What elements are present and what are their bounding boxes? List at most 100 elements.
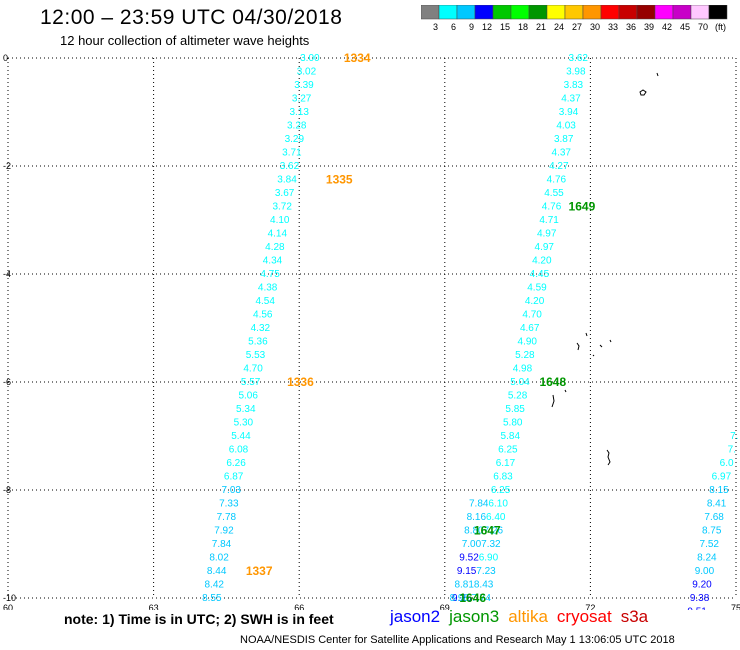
- wave-height-value: 4.27: [549, 161, 569, 172]
- wave-height-value: 8.80: [464, 526, 484, 537]
- wave-height-value: 3.02: [297, 67, 317, 78]
- satellite-pass: 1337: [246, 564, 273, 578]
- wave-height-value: 3.87: [554, 134, 574, 145]
- lon-tick-label: 60: [3, 603, 13, 610]
- color-scale-label: 24: [554, 22, 564, 32]
- wave-height-value: 4.71: [539, 215, 559, 226]
- page-subtitle: 12 hour collection of altimeter wave hei…: [60, 33, 310, 48]
- lon-tick-label: 63: [149, 603, 159, 610]
- wave-height-value: 4.10: [270, 215, 290, 226]
- wave-height-value: 5.30: [234, 418, 254, 429]
- wave-height-value: 9.20: [692, 580, 712, 591]
- color-scale-label: 42: [662, 22, 672, 32]
- satellite-pass: 6.25 6.17 6.83 6.25 6.10 6.40 7.26 7.32 6.90 7.23…: [471, 375, 566, 604]
- wave-height-value: 3.27: [292, 94, 312, 105]
- wave-height-value: 6.25: [498, 445, 518, 456]
- satellite-pass: 3.62 3.98 3.83 4.37 3.94 4.03 3.87 4.37 4.27 4.76…: [501, 53, 596, 442]
- wave-height-value: 5.28: [508, 391, 528, 402]
- pass-time-label: 1647: [474, 524, 501, 538]
- wave-height-value: 7.26: [484, 526, 504, 537]
- graticule: [7, 57, 737, 599]
- lat-tick-label: -8: [3, 485, 11, 495]
- wave-height-value: 9.38: [690, 593, 710, 604]
- wave-height-value: 3.13: [289, 107, 309, 118]
- wave-height-value: 7.78: [217, 512, 237, 523]
- wave-height-value: 4.14: [268, 229, 288, 240]
- lat-tick-label: -4: [3, 269, 11, 279]
- wave-height-value: 9.51: [687, 607, 707, 611]
- wave-height-value: 3.28: [287, 121, 307, 132]
- color-scale-label: (ft): [715, 22, 726, 32]
- satellite-pass: 7.84 8.16 8.80 7.00 9.52 9.15 8.81 9.26 1647: [452, 499, 501, 605]
- wave-height-value: 3.71: [282, 148, 302, 159]
- wave-height-value: 6.0: [720, 458, 734, 469]
- wave-height-value: 9.00: [695, 566, 715, 577]
- color-scale-label: 15: [500, 22, 510, 32]
- wave-height-value: 4.28: [265, 242, 285, 253]
- legend-item-jason2: jason2: [390, 607, 441, 626]
- wave-height-value: 6.25: [491, 485, 511, 496]
- color-scale-label: 6: [451, 22, 456, 32]
- wave-height-value: 5.34: [236, 404, 256, 415]
- color-scale-label: 9: [469, 22, 474, 32]
- wave-height-value: 4.97: [535, 242, 555, 253]
- wave-height-value: 7.00: [462, 539, 482, 550]
- wave-height-value: 7.68: [704, 512, 724, 523]
- pass-time-label: 1337: [246, 564, 273, 578]
- wave-height-value: 4.45: [530, 269, 550, 280]
- wave-height-value: 5.04: [510, 377, 530, 388]
- wave-height-value: 5.80: [503, 418, 523, 429]
- wave-height-value: 4.03: [556, 121, 576, 132]
- wave-height-value: 9.26: [452, 593, 472, 604]
- wave-height-value: 7.: [728, 445, 736, 456]
- wave-height-value: 8.42: [205, 580, 225, 591]
- wave-height-value: 6.40: [486, 512, 506, 523]
- wave-height-value: 4.37: [561, 94, 581, 105]
- lon-tick-label: 66: [294, 603, 304, 610]
- legend-item-jason3: jason3: [449, 607, 500, 626]
- wave-height-value: 7.32: [481, 539, 501, 550]
- wave-height-value: 4.56: [253, 310, 273, 321]
- wave-height-value: 4.90: [518, 337, 538, 348]
- wave-height-value: 4.97: [537, 229, 557, 240]
- pass-time-label: 1336: [287, 375, 314, 389]
- wave-height-value: 9.52: [459, 553, 479, 564]
- wave-height-value: 7.52: [700, 539, 720, 550]
- wave-height-value: 4.76: [547, 175, 567, 186]
- wave-height-value: 4.20: [525, 296, 545, 307]
- wave-height-value: 4.37: [552, 148, 572, 159]
- wave-height-value: 4.32: [251, 323, 271, 334]
- wave-height-value: 8.44: [207, 566, 227, 577]
- pass-time-label: 1334: [344, 51, 371, 65]
- satellite-pass: 5.06 5.34 5.30 5.44 6.08 6.26 6.87 7.03 7.33 7.78…: [202, 375, 314, 604]
- wave-height-value: 4.20: [532, 256, 552, 267]
- wave-height-value: 5.84: [501, 431, 521, 442]
- wave-height-value: 4.76: [542, 202, 562, 213]
- coastline: [551, 72, 659, 466]
- wave-height-value: 8.02: [209, 553, 229, 564]
- wave-height-value: 3.39: [294, 80, 314, 91]
- wave-height-value: 3.67: [275, 188, 295, 199]
- wave-height-value: 8.43: [474, 580, 494, 591]
- legend-item-altika: altika: [508, 607, 548, 626]
- wave-height-value: 5.36: [248, 337, 268, 348]
- footnote: note: 1) Time is in UTC; 2) SWH is in fe…: [64, 611, 334, 627]
- wave-height-value: 3.29: [285, 134, 305, 145]
- color-scale-label: 27: [572, 22, 582, 32]
- wave-height-value: 3.94: [559, 107, 579, 118]
- wave-height-value: 8.16: [467, 512, 487, 523]
- wave-height-value: 8.15: [709, 485, 729, 496]
- lon-tick-label: 72: [585, 603, 595, 610]
- color-scale-label: 30: [590, 22, 600, 32]
- wave-height-value: 5.85: [505, 404, 525, 415]
- wave-height-value: 6.97: [712, 472, 732, 483]
- wave-height-value: 3.84: [277, 175, 297, 186]
- wave-height-value: 8.41: [707, 499, 727, 510]
- satellite-pass: 3.84 3.67 3.72 4.10 4.14 4.28 4.34 4.75 4.38 4.54…: [241, 173, 353, 389]
- wave-height-value: 5.06: [238, 391, 258, 402]
- lon-tick-label: 69: [440, 603, 450, 610]
- pass-time-label: 1646: [459, 591, 486, 605]
- wave-height-value: 8.75: [702, 526, 722, 537]
- satellite-pass: 3.00 3.02 3.39 3.27 3.13 3.28 3.29 3.71 3.62 1334: [280, 51, 371, 172]
